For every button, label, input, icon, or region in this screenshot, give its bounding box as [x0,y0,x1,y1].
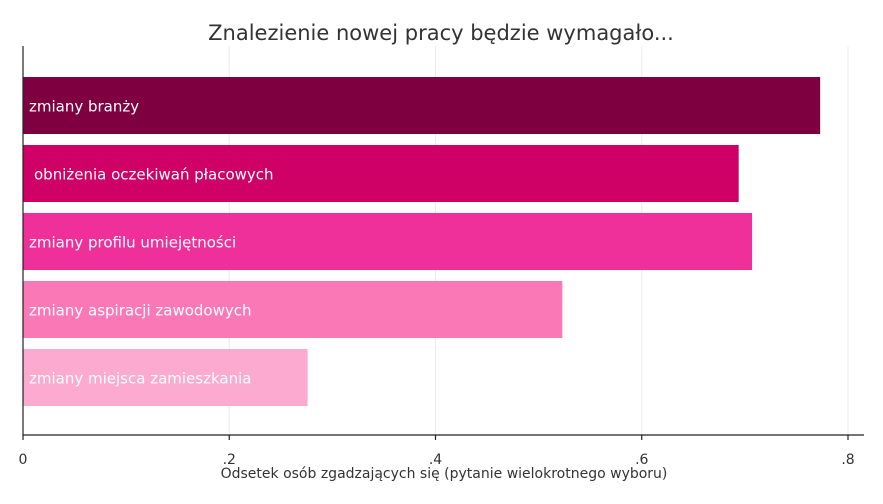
bar [23,77,821,134]
bars: zmiany branży obniżenia oczekiwań płacowy… [23,77,821,406]
bar-label: zmiany aspiracji zawodowych [29,302,252,320]
bar-label: obniżenia oczekiwań płacowych [34,166,274,184]
bar [23,349,308,406]
x-axis-ticks: 0 .2 .4 .6 .8 [19,435,855,468]
bar [23,213,753,270]
bar-label: zmiany miejsca zamieszkania [29,370,251,388]
x-tick-label: .4 [429,452,442,468]
x-tick-label: .6 [635,452,648,468]
x-tick-label: .8 [841,452,854,468]
chart-title: Znalezienie nowej pracy będzie wymagało.… [208,21,674,45]
bar [23,281,563,338]
x-tick-label: .2 [223,452,236,468]
bar-label: zmiany branży [29,98,139,116]
bar-label: zmiany profilu umiejętności [29,234,236,252]
x-axis-label: Odsetek osób zgadzających się (pytanie w… [221,466,668,482]
bar [23,145,739,202]
x-tick-label: 0 [19,452,28,468]
